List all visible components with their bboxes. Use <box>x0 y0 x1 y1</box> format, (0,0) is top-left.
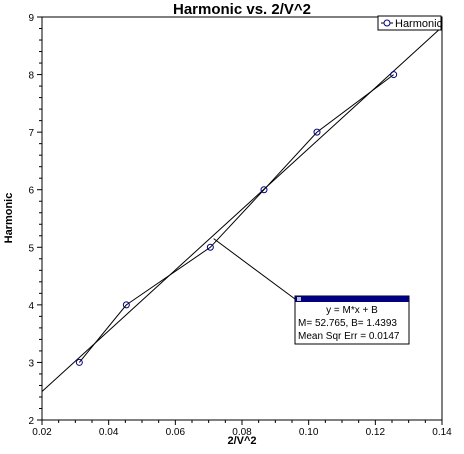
fit-params: M= 52.765, B= 1.4393 <box>298 318 397 329</box>
data-point <box>75 358 83 366</box>
data-point <box>122 301 130 309</box>
y-tick-label: 2 <box>28 416 34 427</box>
x-tick-label: 0.06 <box>166 427 186 438</box>
y-tick-label: 7 <box>28 128 34 139</box>
legend-marker-swatch <box>383 19 391 27</box>
plot-frame <box>41 16 443 421</box>
y-tick-label: 9 <box>28 13 34 24</box>
legend-label-harmonic: Harmonic <box>395 18 443 30</box>
y-axis-title: Harmonic <box>3 193 15 244</box>
x-tick-label: 0.12 <box>366 427 386 438</box>
fit-box-titlebar <box>295 296 409 302</box>
fit-pointer-line <box>213 238 296 300</box>
series-line-harmonic <box>78 74 394 363</box>
x-tick-label: 0.08 <box>232 427 252 438</box>
x-tick-label: 0.14 <box>432 427 452 438</box>
y-tick-label: 8 <box>28 71 34 82</box>
data-point <box>313 128 321 136</box>
fit-error: Mean Sqr Err = 0.0147 <box>298 331 400 342</box>
fit-equation: y = M*x + B <box>326 305 378 316</box>
x-tick-label: 0.04 <box>99 427 119 438</box>
y-tick-label: 6 <box>28 186 34 197</box>
chart-title: Harmonic vs. 2/V^2 <box>173 1 311 18</box>
data-point <box>206 243 214 251</box>
x-axis-title: 2/V^2 <box>227 435 256 447</box>
x-tick-label: 0.02 <box>32 427 52 438</box>
data-point <box>260 186 268 194</box>
y-tick-label: 3 <box>28 358 34 369</box>
x-tick-label: 0.10 <box>299 427 319 438</box>
fit-box-handle-icon <box>297 297 301 301</box>
fit-box <box>294 295 410 345</box>
data-point <box>390 71 398 79</box>
y-tick-label: 5 <box>28 243 34 254</box>
y-tick-label: 4 <box>28 301 34 312</box>
legend-box <box>377 15 442 31</box>
